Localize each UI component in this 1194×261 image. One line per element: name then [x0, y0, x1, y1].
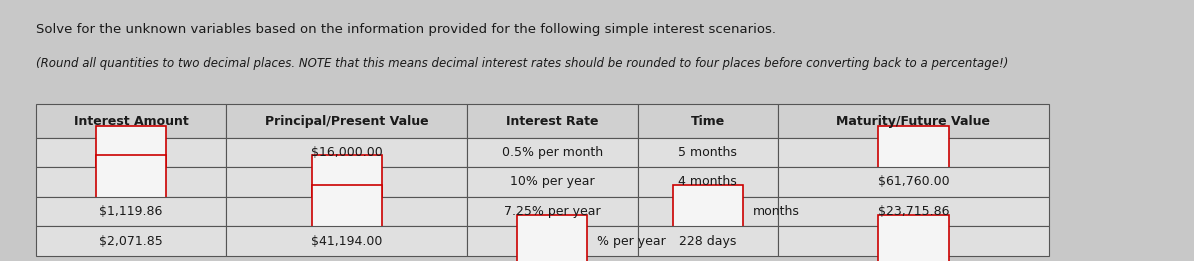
- Text: 10% per year: 10% per year: [510, 175, 595, 188]
- Text: Interest Amount: Interest Amount: [74, 115, 189, 128]
- Bar: [778, 138, 1048, 167]
- Bar: [312, 185, 382, 238]
- Bar: [467, 138, 638, 167]
- Bar: [467, 226, 638, 256]
- Bar: [312, 156, 382, 209]
- Bar: [879, 215, 948, 261]
- Bar: [467, 167, 638, 197]
- Text: 7.25% per year: 7.25% per year: [504, 205, 601, 218]
- Bar: [36, 226, 227, 256]
- Bar: [879, 126, 948, 179]
- Text: Principal/Present Value: Principal/Present Value: [265, 115, 429, 128]
- Bar: [36, 138, 227, 167]
- Text: 4 months: 4 months: [678, 175, 737, 188]
- Bar: [778, 167, 1048, 197]
- Bar: [36, 197, 227, 226]
- Bar: [672, 185, 743, 238]
- Text: (Round all quantities to two decimal places. NOTE that this means decimal intere: (Round all quantities to two decimal pla…: [36, 57, 1008, 70]
- Text: $23,715.86: $23,715.86: [878, 205, 949, 218]
- Bar: [638, 226, 778, 256]
- Bar: [467, 104, 638, 138]
- Bar: [96, 126, 166, 179]
- Bar: [36, 104, 227, 138]
- Text: $1,119.86: $1,119.86: [99, 205, 162, 218]
- Bar: [467, 197, 638, 226]
- Bar: [96, 156, 166, 209]
- Text: $41,194.00: $41,194.00: [312, 235, 382, 247]
- Bar: [227, 167, 467, 197]
- Bar: [517, 215, 587, 261]
- Text: Time: Time: [690, 115, 725, 128]
- Bar: [227, 138, 467, 167]
- Bar: [778, 226, 1048, 256]
- Text: $61,760.00: $61,760.00: [878, 175, 949, 188]
- Bar: [778, 104, 1048, 138]
- Text: months: months: [753, 205, 800, 218]
- Text: $2,071.85: $2,071.85: [99, 235, 162, 247]
- Text: % per year: % per year: [597, 235, 666, 247]
- Text: Interest Rate: Interest Rate: [506, 115, 598, 128]
- Bar: [638, 197, 778, 226]
- Bar: [638, 104, 778, 138]
- Bar: [638, 167, 778, 197]
- Bar: [778, 197, 1048, 226]
- Text: Solve for the unknown variables based on the information provided for the follow: Solve for the unknown variables based on…: [36, 23, 776, 37]
- Text: 228 days: 228 days: [679, 235, 737, 247]
- Bar: [227, 104, 467, 138]
- Text: 5 months: 5 months: [678, 146, 737, 159]
- Bar: [36, 167, 227, 197]
- Bar: [227, 226, 467, 256]
- Text: Maturity/Future Value: Maturity/Future Value: [837, 115, 990, 128]
- Bar: [638, 138, 778, 167]
- Bar: [227, 197, 467, 226]
- Text: $16,000.00: $16,000.00: [310, 146, 382, 159]
- Text: 0.5% per month: 0.5% per month: [501, 146, 603, 159]
